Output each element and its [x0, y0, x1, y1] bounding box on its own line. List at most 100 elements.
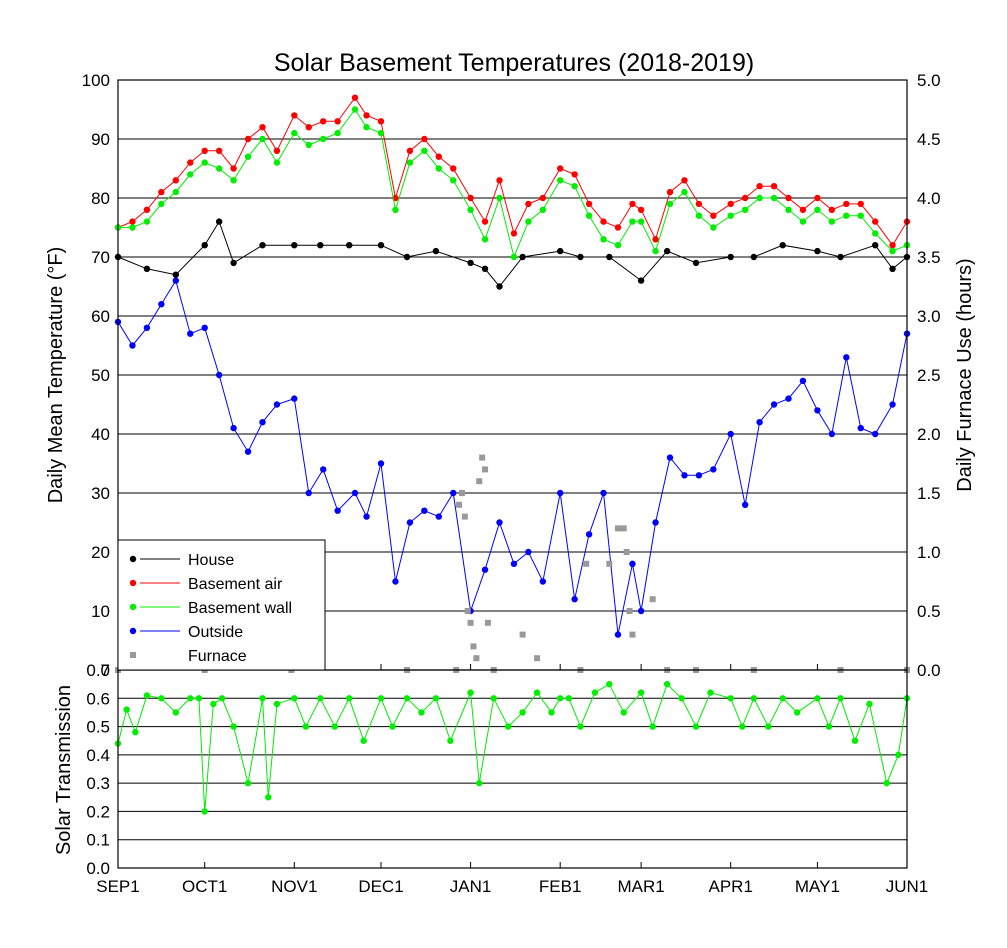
data-point-trans: [606, 680, 613, 688]
data-point-furnace: [534, 655, 541, 662]
data-point-outside: [392, 578, 399, 585]
data-point-wall: [305, 141, 312, 149]
data-point-outside: [481, 566, 489, 573]
data-point-air: [481, 218, 489, 225]
data-point-wall: [244, 153, 252, 160]
data-point-trans: [418, 709, 425, 716]
data-point-air: [637, 206, 645, 213]
data-point-wall: [363, 124, 370, 131]
data-point-outside: [334, 507, 341, 514]
y2-tick-label: 1.5: [917, 484, 941, 503]
data-point-house: [519, 253, 526, 261]
y-axis-label-right: Daily Furnace Use (hours): [954, 258, 976, 491]
data-point-house: [291, 242, 298, 249]
data-point-air: [857, 200, 864, 208]
data-point-trans: [692, 723, 700, 730]
data-point-trans: [548, 709, 555, 716]
data-point-trans: [591, 689, 599, 696]
data-point-house: [814, 247, 821, 255]
y2-tick-label: 2.0: [917, 425, 941, 444]
data-point-air: [770, 183, 778, 190]
data-point-air: [629, 200, 636, 208]
data-point-trans: [158, 695, 165, 702]
data-point-house: [346, 242, 353, 249]
y2-tick-label: 4.0: [917, 189, 941, 208]
x-tick-label: NOV1: [271, 877, 317, 896]
data-point-air: [741, 194, 749, 202]
data-point-house: [727, 253, 734, 261]
y2-tick-label: 5.0: [917, 71, 941, 90]
data-point-furnace: [614, 525, 621, 532]
data-point-outside: [799, 377, 807, 385]
data-point-furnace: [629, 631, 636, 638]
data-point-air: [435, 153, 443, 160]
data-point-outside: [741, 501, 749, 508]
data-point-outside: [637, 607, 645, 615]
data-point-outside: [201, 324, 208, 331]
data-point-outside: [421, 507, 428, 514]
data-point-trans: [739, 723, 746, 730]
data-point-furnace: [623, 549, 630, 555]
data-point-trans: [143, 692, 151, 699]
data-point-outside: [666, 454, 674, 461]
legend-label: Outside: [188, 624, 243, 641]
data-point-air: [681, 177, 688, 184]
data-point-trans: [331, 723, 338, 730]
lower-y-tick-label: 0.6: [86, 689, 110, 708]
y2-tick-label: 0.5: [917, 602, 941, 621]
data-point-trans: [765, 723, 772, 730]
data-point-house: [432, 247, 440, 255]
data-point-furnace: [583, 560, 590, 567]
data-point-furnace: [473, 655, 480, 662]
data-point-house: [317, 242, 324, 249]
data-point-trans: [577, 723, 584, 730]
data-point-outside: [857, 424, 864, 432]
y2-tick-label: 3.0: [917, 307, 941, 326]
data-point-air: [614, 224, 622, 231]
data-point-wall: [889, 247, 896, 255]
y2-tick-label: 3.5: [917, 248, 941, 267]
data-point-air: [695, 200, 703, 208]
x-tick-label: JAN1: [450, 877, 492, 896]
data-point-outside: [756, 419, 763, 426]
data-point-house: [377, 242, 385, 249]
data-point-trans: [678, 695, 685, 702]
y2-tick-label: 4.5: [917, 130, 941, 149]
data-point-trans: [637, 689, 645, 696]
data-point-house: [230, 259, 237, 267]
data-point-air: [525, 200, 532, 208]
data-point-trans: [533, 689, 541, 696]
data-point-outside: [129, 342, 136, 349]
data-point-house: [692, 259, 700, 267]
data-point-trans: [851, 737, 859, 744]
y-tick-label: 40: [91, 425, 110, 444]
data-point-outside: [244, 448, 252, 455]
data-point-trans: [132, 729, 139, 736]
data-point-trans: [317, 695, 324, 702]
data-point-furnace: [482, 466, 489, 473]
lower-plot-frame: [117, 669, 908, 869]
x-tick-label: DEC1: [358, 877, 403, 896]
data-point-wall: [571, 183, 578, 190]
data-point-air: [600, 218, 607, 225]
data-point-trans: [750, 695, 758, 702]
data-point-trans: [447, 737, 454, 744]
data-point-outside: [305, 489, 312, 497]
data-point-outside: [291, 395, 298, 402]
data-point-wall: [857, 212, 864, 219]
data-point-wall: [637, 218, 645, 225]
data-point-outside: [843, 354, 850, 361]
data-point-outside: [814, 407, 821, 414]
data-point-outside: [363, 513, 370, 520]
y-tick-label: 60: [91, 307, 110, 326]
data-point-air: [230, 165, 237, 172]
data-point-outside: [585, 531, 593, 538]
data-point-furnace: [484, 619, 491, 626]
data-point-house: [556, 247, 564, 255]
data-point-outside: [539, 578, 547, 585]
y2-tick-label: 0.0: [917, 661, 941, 680]
data-point-trans: [620, 709, 627, 716]
data-point-outside: [652, 519, 659, 526]
data-point-house: [837, 253, 844, 261]
data-point-furnace: [519, 631, 526, 638]
